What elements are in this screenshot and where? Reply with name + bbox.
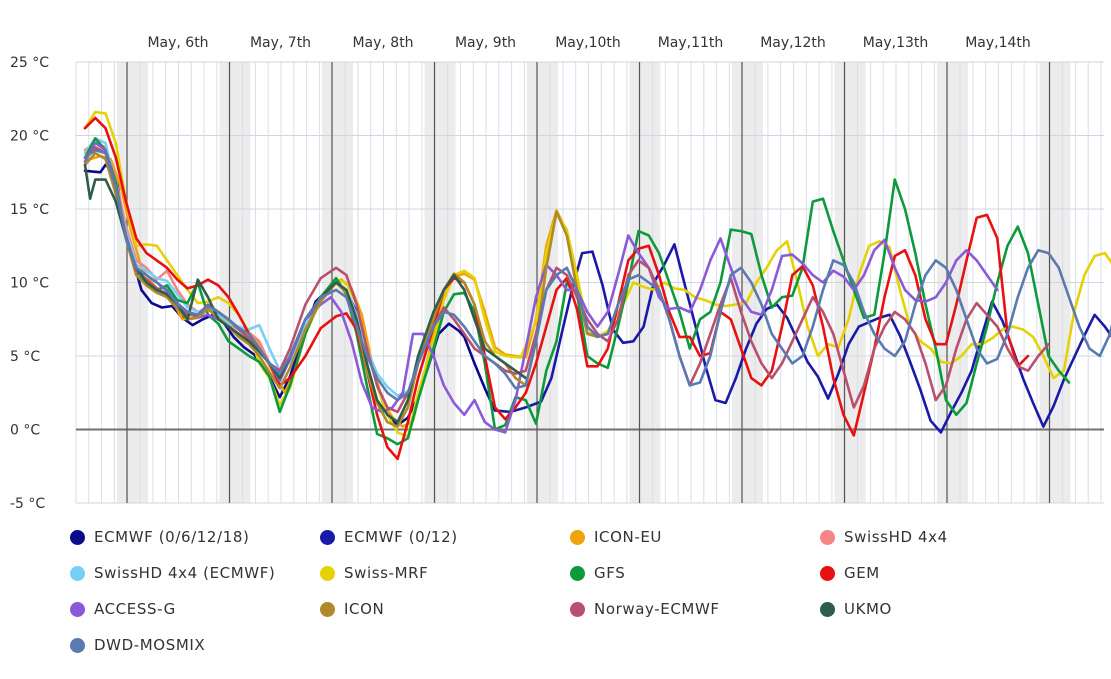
legend-item[interactable]: Swiss-MRF — [320, 560, 428, 586]
y-tick-label: 15 °C — [10, 202, 49, 218]
day-label: May, 7th — [250, 35, 311, 51]
legend-item[interactable]: ACCESS-G — [70, 596, 176, 622]
legend-item[interactable]: UKMO — [820, 596, 892, 622]
day-label: May, 8th — [352, 35, 413, 51]
legend-item[interactable]: ECMWF (0/12) — [320, 524, 458, 550]
legend-label: SwissHD 4x4 — [844, 528, 948, 546]
legend-swatch — [70, 565, 85, 581]
legend-swatch — [820, 601, 835, 617]
day-label: May,14th — [965, 35, 1031, 51]
legend-swatch — [320, 529, 335, 545]
y-axis-labels: 25 °C 20 °C 15 °C 10 °C 5 °C 0 °C -5 °C — [10, 55, 49, 512]
legend-swatch — [70, 637, 85, 653]
legend-label: ECMWF (0/12) — [344, 528, 458, 546]
legend-swatch — [570, 601, 585, 617]
day-labels: May, 6th May, 7th May, 8th May, 9th May,10th… — [147, 35, 1030, 51]
series-line — [493, 243, 1111, 434]
series-line — [83, 148, 1111, 402]
legend-label: ECMWF (0/6/12/18) — [94, 528, 250, 546]
legend-item[interactable]: GEM — [820, 560, 880, 586]
legend-item[interactable]: ECMWF (0/6/12/18) — [70, 524, 249, 550]
legend-label: ICON — [344, 600, 385, 618]
y-tick-label: 25 °C — [10, 55, 49, 71]
day-label: May,13th — [863, 35, 929, 51]
legend-item[interactable]: SwissHD 4x4 (ECMWF) — [70, 560, 275, 586]
legend-label: DWD-MOSMIX — [94, 636, 206, 654]
legend-swatch — [70, 601, 85, 617]
legend-swatch — [320, 565, 335, 581]
day-label: May,11th — [658, 35, 724, 51]
legend-item[interactable]: ICON-EU — [570, 524, 662, 550]
legend-label: GEM — [844, 564, 880, 582]
legend-label: Norway-ECMWF — [594, 600, 720, 618]
legend-item[interactable]: DWD-MOSMIX — [70, 632, 205, 658]
legend-swatch — [570, 529, 585, 545]
day-label: May, 9th — [455, 35, 516, 51]
y-tick-label: 0 °C — [10, 423, 40, 439]
legend-item[interactable]: SwissHD 4x4 — [820, 524, 948, 550]
day-label: May, 6th — [147, 35, 208, 51]
legend-label: GFS — [594, 564, 626, 582]
legend-swatch — [820, 529, 835, 545]
legend-swatch — [70, 529, 85, 545]
legend-label: ACCESS-G — [94, 600, 176, 618]
y-tick-label: 5 °C — [10, 349, 40, 365]
legend-item[interactable]: ICON — [320, 596, 384, 622]
legend-item[interactable]: Norway-ECMWF — [570, 596, 720, 622]
day-label: May,10th — [555, 35, 621, 51]
day-label: May,12th — [760, 35, 826, 51]
y-tick-label: 10 °C — [10, 276, 49, 292]
series-line — [83, 146, 1050, 414]
legend-item[interactable]: GFS — [570, 560, 625, 586]
legend-label: ICON-EU — [594, 528, 662, 546]
y-tick-label: 20 °C — [10, 129, 49, 145]
legend-label: UKMO — [844, 600, 892, 618]
series-lines — [83, 110, 1111, 461]
legend-label: SwissHD 4x4 (ECMWF) — [94, 564, 276, 582]
legend-swatch — [570, 565, 585, 581]
legend-swatch — [320, 601, 335, 617]
series-line — [83, 137, 1071, 446]
legend-swatch — [820, 565, 835, 581]
legend-label: Swiss-MRF — [344, 564, 429, 582]
y-tick-label: -5 °C — [10, 496, 45, 512]
